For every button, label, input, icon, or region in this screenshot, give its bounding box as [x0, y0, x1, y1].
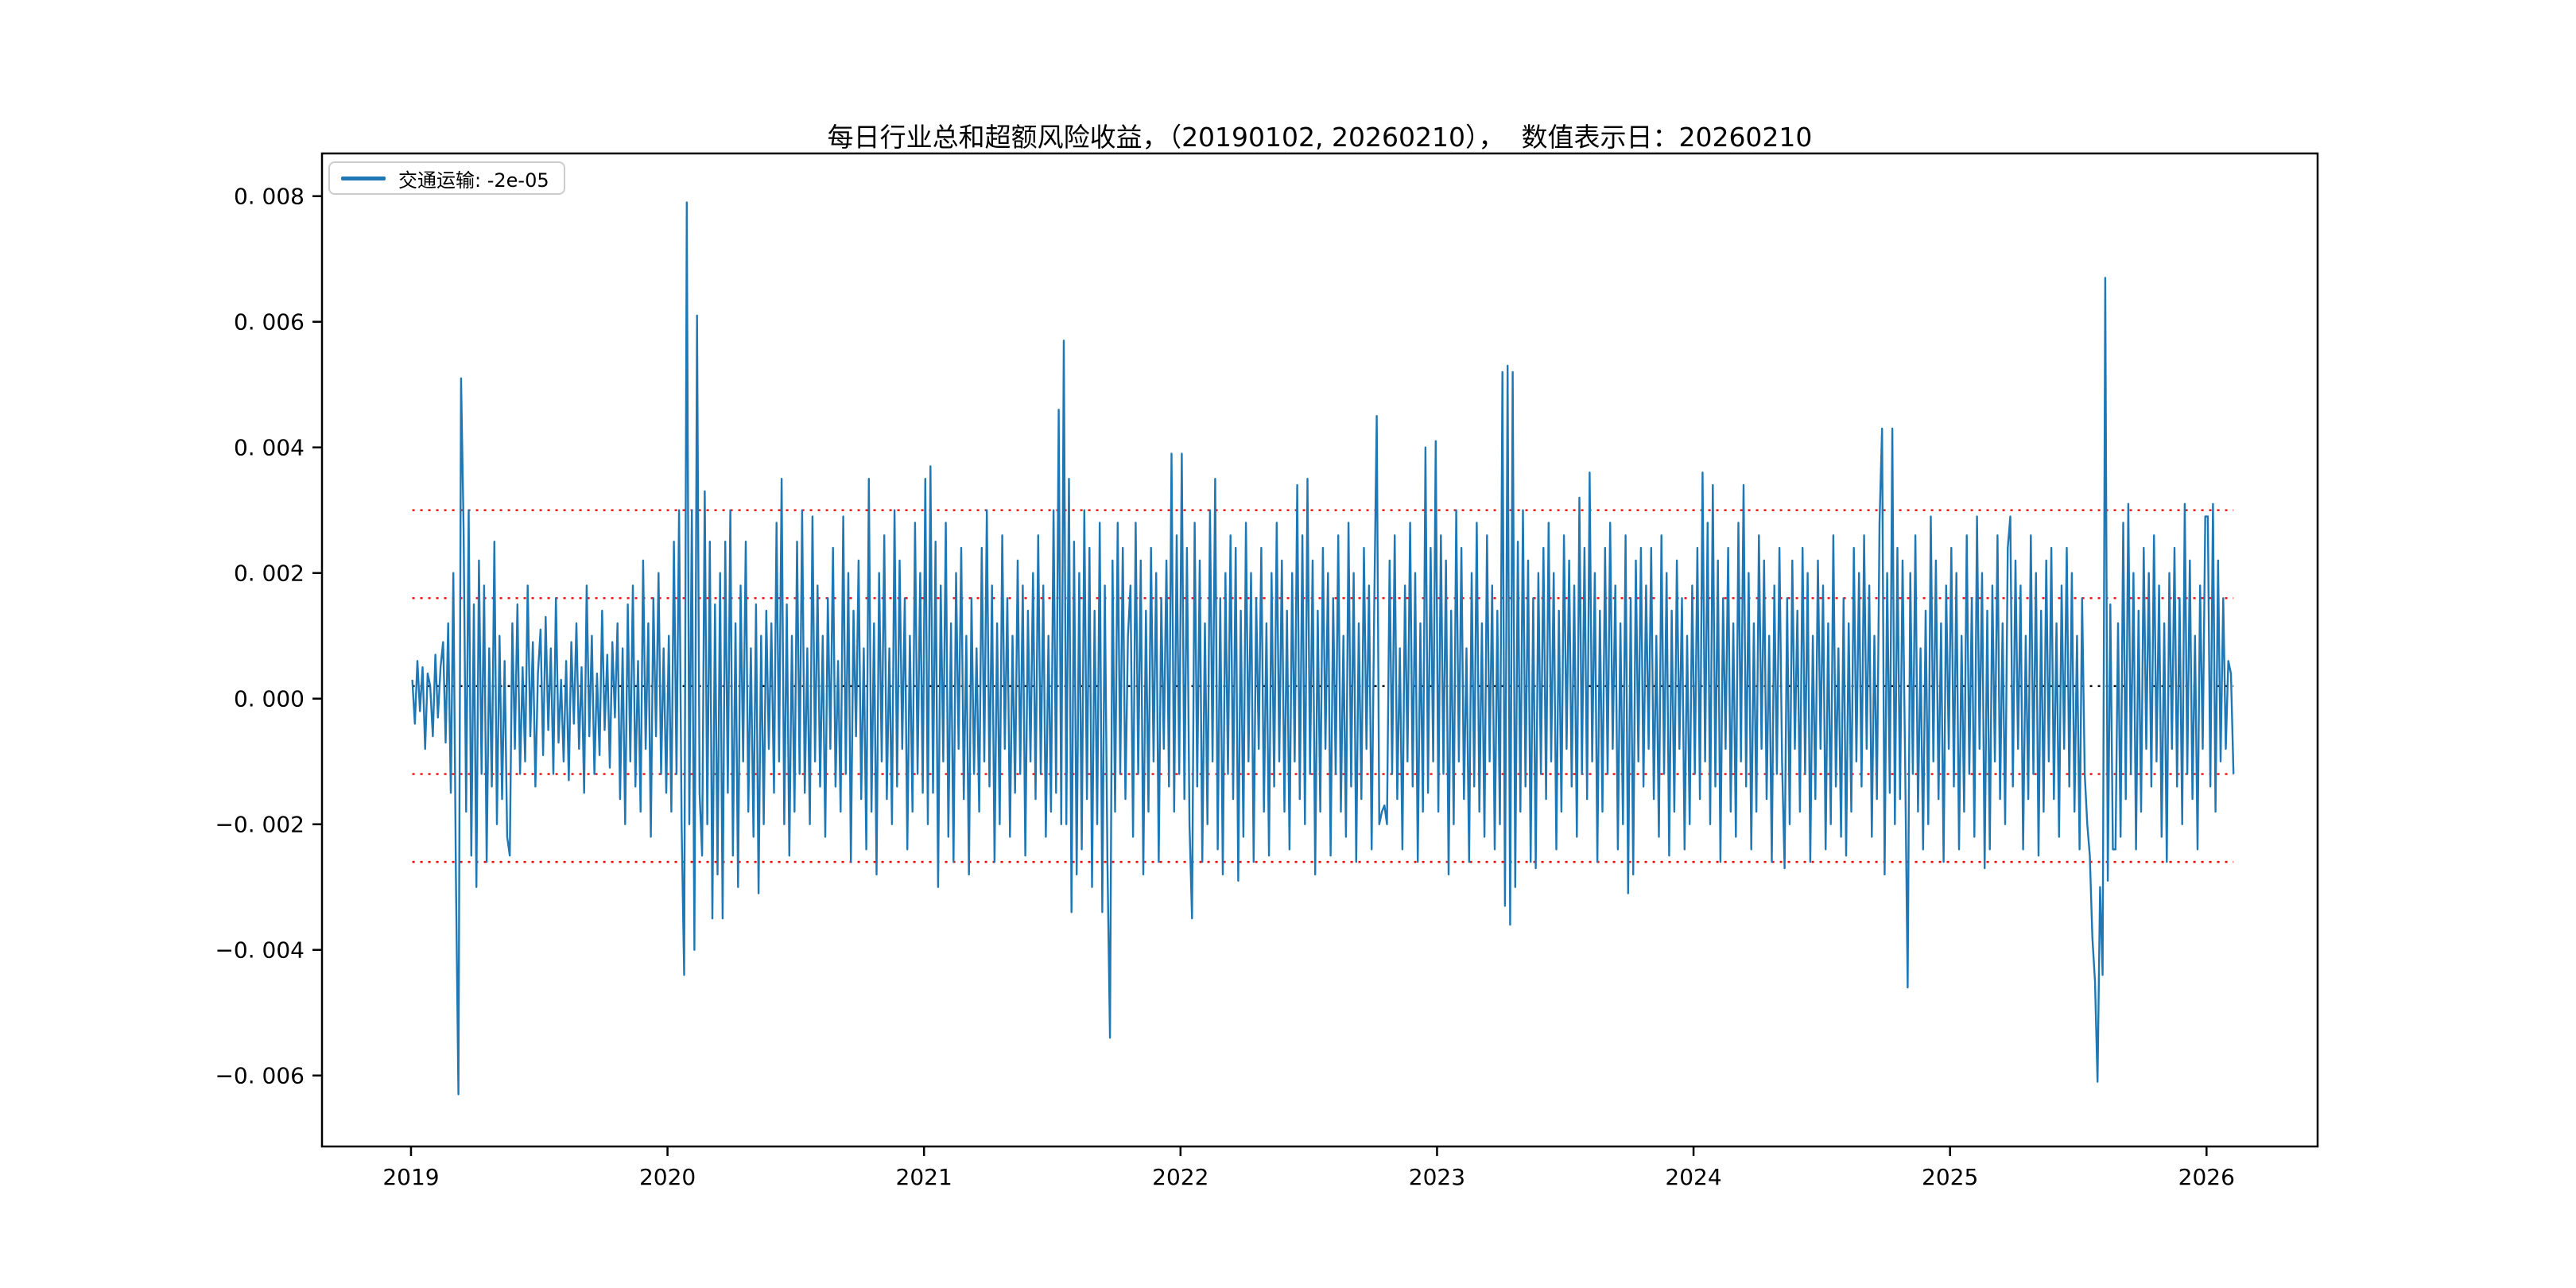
x-tick-label: 2023	[1409, 1164, 1465, 1190]
x-tick-label: 2025	[1922, 1164, 1978, 1190]
x-tick-label: 2020	[639, 1164, 696, 1190]
series-layer	[411, 201, 2235, 1096]
y-tick-label: 0. 004	[234, 435, 305, 461]
legend: 交通运输: -2e-05	[328, 161, 565, 195]
y-tick-label: 0. 002	[234, 561, 305, 587]
y-tick-label: −0. 006	[215, 1063, 305, 1089]
y-tick-label: 0. 008	[234, 184, 305, 210]
x-tick-label: 2019	[382, 1164, 439, 1190]
plot-spines	[320, 152, 2319, 1148]
axes-layer	[320, 152, 2319, 1148]
chart-title: 每日行业总和超额风险收益，（20190102, 20260210）， 数值表示日…	[827, 122, 1813, 153]
y-tick-label: 0. 000	[234, 686, 305, 712]
tick-layer: 2019 2020 2021 2022 2023 2024 2025 2026 0. 008 0.…	[215, 184, 2234, 1190]
series-line-交通运输	[411, 201, 2235, 1096]
x-tick-label: 2022	[1152, 1164, 1208, 1190]
x-tick-label: 2024	[1665, 1164, 1721, 1190]
legend-line-swatch	[341, 176, 386, 180]
x-tick-label: 2026	[2178, 1164, 2235, 1190]
legend-series-label: 交通运输: -2e-05	[398, 169, 549, 192]
y-tick-label: 0. 006	[234, 309, 305, 336]
y-tick-label: −0. 002	[215, 812, 305, 838]
x-tick-label: 2021	[896, 1164, 952, 1190]
y-tick-label: −0. 004	[215, 937, 305, 964]
